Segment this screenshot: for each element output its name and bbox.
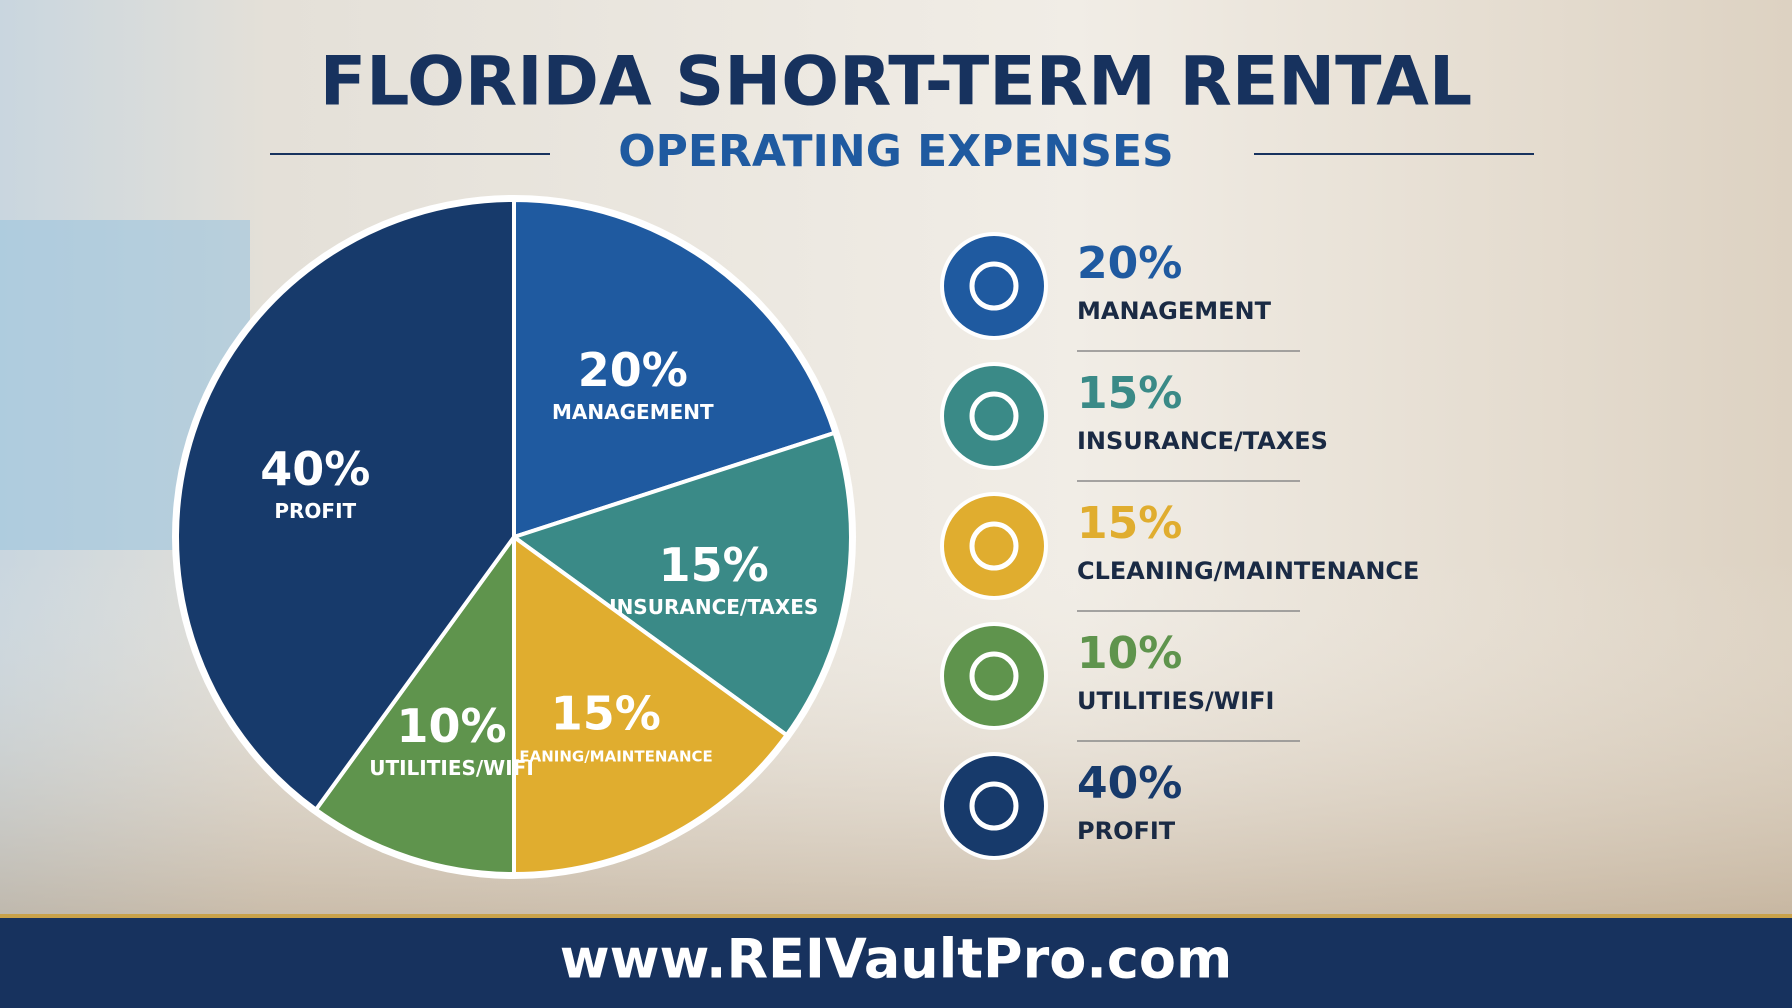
pie-slice xyxy=(174,197,516,813)
slice-category-label: UTILITIES/WIFI xyxy=(369,756,534,780)
legend-icon-ring xyxy=(969,261,1019,311)
pie-slice xyxy=(509,430,853,738)
title: FLORIDA SHORT-TERM RENTAL xyxy=(320,43,1473,122)
footer-rule xyxy=(0,914,1792,918)
legend-icon xyxy=(940,492,1048,600)
pie-chart: 20% MANAGEMENT 15% INSURANCE/TAXES 15% CLEANI… xyxy=(172,195,856,879)
legend-label: MANAGEMENT xyxy=(1077,297,1272,325)
legend-icon xyxy=(940,362,1048,470)
legend-value: 15% xyxy=(1077,368,1182,419)
legend-icon-ring xyxy=(969,781,1019,831)
slice-category-label: PROFIT xyxy=(274,499,356,523)
legend-icon-ring xyxy=(969,651,1019,701)
legend-icon-ring xyxy=(969,521,1019,571)
legend-icon xyxy=(940,752,1048,860)
legend-value: 15% xyxy=(1077,498,1182,549)
subtitle: OPERATING EXPENSES xyxy=(618,126,1173,177)
legend-value: 20% xyxy=(1077,238,1182,289)
legend: 20% MANAGEMENT 15% INSURANCE/TAXES 15% CLEANI… xyxy=(940,232,1419,860)
legend-icon-ring xyxy=(969,391,1019,441)
footer-url: www.REIVaultPro.com xyxy=(560,928,1233,991)
slice-value-label: 15% xyxy=(551,687,661,741)
legend-value: 40% xyxy=(1077,758,1182,809)
legend-label: PROFIT xyxy=(1077,817,1176,845)
legend-icon xyxy=(940,232,1048,340)
slice-value-label: 40% xyxy=(260,442,370,496)
legend-value: 10% xyxy=(1077,628,1182,679)
pie-slice xyxy=(512,533,790,877)
slice-category-label: INSURANCE/TAXES xyxy=(609,595,818,619)
slice-value-label: 15% xyxy=(659,538,769,592)
legend-label: INSURANCE/TAXES xyxy=(1077,427,1328,455)
footer-band xyxy=(0,918,1792,1008)
pie-slice xyxy=(512,197,838,540)
slice-value-label: 20% xyxy=(578,343,688,397)
legend-icon xyxy=(940,622,1048,730)
legend-label: UTILITIES/WIFI xyxy=(1077,687,1274,715)
slice-category-label: MANAGEMENT xyxy=(552,400,714,424)
slice-value-label: 10% xyxy=(396,699,506,753)
pie-slice xyxy=(313,530,516,877)
legend-label: CLEANING/MAINTENANCE xyxy=(1077,557,1419,585)
slice-category-label: CLEANING/MAINTENANCE xyxy=(499,748,713,766)
